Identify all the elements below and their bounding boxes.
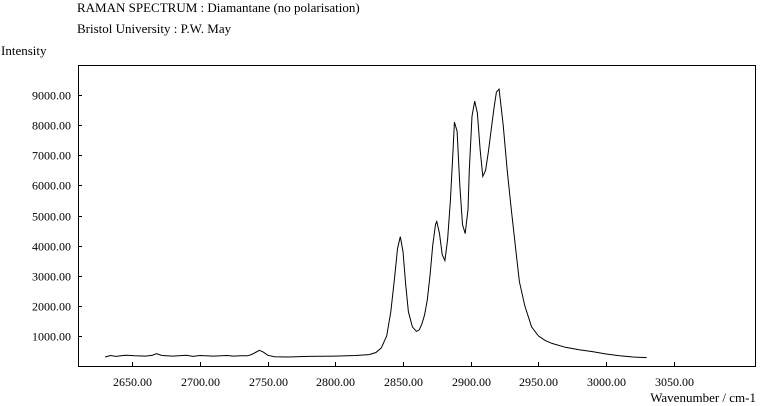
y-tick-label: 7000.00	[32, 149, 71, 163]
x-axis-label: Wavenumber / cm-1	[650, 390, 756, 405]
x-tick-label: 2650.00	[113, 375, 152, 389]
x-tick-label: 3000.00	[587, 375, 626, 389]
y-tick-label: 6000.00	[32, 179, 71, 193]
chart-subtitle: Bristol University : P.W. May	[77, 21, 232, 36]
x-tick-label: 2750.00	[249, 375, 288, 389]
spectrum-line	[104, 87, 647, 359]
x-tick-label: 2700.00	[181, 375, 220, 389]
y-tick-label: 4000.00	[32, 240, 71, 254]
y-tick-label: 1000.00	[32, 330, 71, 344]
x-tick-label: 2850.00	[384, 375, 423, 389]
plot-frame	[78, 65, 756, 367]
chart-title: RAMAN SPECTRUM : Diamantane (no polarisa…	[77, 0, 360, 15]
y-tick-label: 3000.00	[32, 270, 71, 284]
y-tick-label: 5000.00	[32, 210, 71, 224]
x-tick-label: 2950.00	[519, 375, 558, 389]
x-tick-label: 2900.00	[452, 375, 491, 389]
x-axis-ticks: 2650.00 2700.00 2750.00 2800.00 2850.00 2900.…	[113, 362, 694, 389]
y-tick-label: 9000.00	[32, 89, 71, 103]
x-tick-label: 3050.00	[655, 375, 694, 389]
x-tick-label: 2800.00	[316, 375, 355, 389]
y-axis-label: Intensity	[1, 43, 47, 58]
y-tick-label: 8000.00	[32, 119, 71, 133]
y-axis-ticks: 1000.00 2000.00 3000.00 4000.00 5000.00 6000.…	[32, 89, 82, 344]
y-tick-label: 2000.00	[32, 300, 71, 314]
